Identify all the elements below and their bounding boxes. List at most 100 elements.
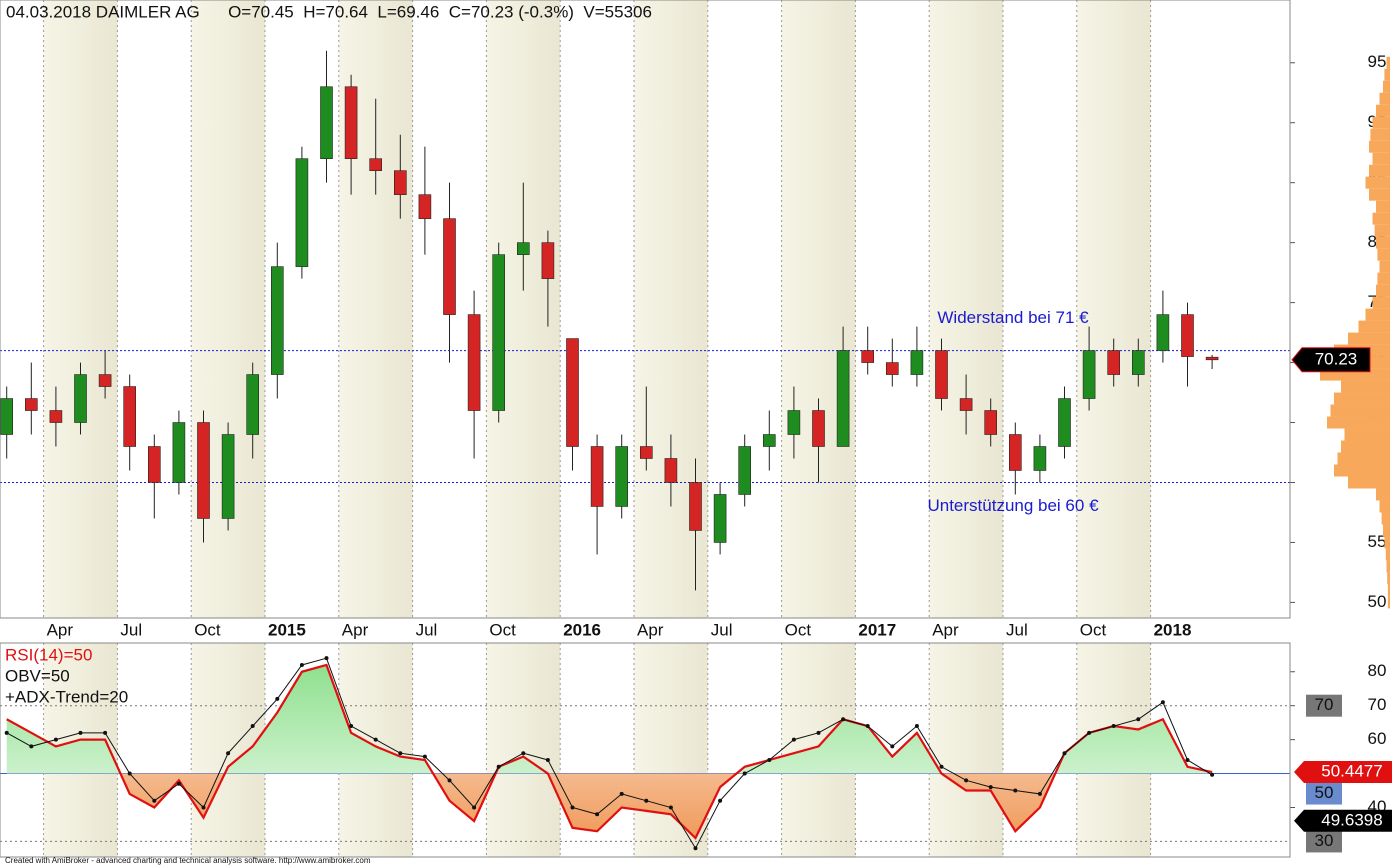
reference-box [1306,830,1342,853]
candle-body [221,434,235,519]
candle-body [959,398,973,411]
candle-body [566,338,579,447]
volume-profile-bar [1387,584,1390,597]
candle-body [664,458,678,483]
volume-profile-bar [1377,248,1390,261]
x-tick-label: Oct [785,620,812,639]
volume-profile-bar [1348,332,1390,345]
reference-label: 50 [1315,783,1334,802]
candle-body [910,350,924,375]
candle-body [270,266,284,375]
candle-body [541,242,555,279]
obv-dot [914,724,919,729]
volume-profile-bar [1379,500,1390,513]
candle-body [984,410,998,435]
candle-body [98,374,112,387]
volume-profile-bar [1384,68,1390,81]
obv-dot [865,724,870,729]
x-tick-label: Oct [489,620,516,639]
x-tick-label: Apr [932,620,959,639]
volume-profile-bar [1384,536,1390,549]
legend-note: +ADX-Trend=20 [5,687,128,706]
candle-body [885,362,899,375]
rsi-area-down [120,773,1056,839]
candle-body [689,482,702,531]
candle-body [24,398,38,411]
candle-body [836,350,850,447]
obv-dot [201,805,206,810]
volume-profile-bar [1369,188,1390,201]
obv-dot [349,724,354,729]
obv-dot [1160,700,1165,705]
obv-dot [496,764,501,769]
reference-box [1306,694,1342,717]
x-tick-label: Oct [1080,620,1107,639]
volume-profile-bar [1379,92,1390,105]
candle-body [492,254,506,411]
candle-body [443,218,456,315]
obv-dot [250,724,255,729]
candle-body [246,374,259,435]
obv-dot [447,778,452,783]
obv-dot [890,744,895,749]
candle-body [172,422,186,483]
obv-dot [521,751,526,756]
candle-body [123,386,136,447]
obv-dot [570,805,575,810]
price-frame [0,0,1291,619]
candle-body [0,398,13,435]
level-label: Unterstützung bei 60 € [927,496,1099,515]
candle-body [590,446,604,507]
reference-label: 30 [1315,831,1334,850]
candle-body [762,434,776,447]
x-tick-label: Jul [1006,620,1028,639]
volume-profile-bar [1372,212,1390,225]
quarter-band [781,0,856,618]
obv-dot [275,696,280,701]
obv-dot [398,751,403,756]
candle-body [1205,356,1219,361]
obv-dot [422,754,427,759]
last-value-box [1294,809,1392,832]
obv-dot [1136,717,1141,722]
x-tick-label: 2015 [268,620,306,639]
obv-dot [226,751,231,756]
volume-profile-bar [1372,116,1390,129]
obv-dot [791,737,796,742]
legend-entry: OBV=50 [5,666,70,685]
footer: Created with AmiBroker - advanced charti… [5,856,371,865]
obv-dot [1087,730,1092,735]
candle-body [1107,350,1120,375]
candle-body [74,374,87,423]
x-tick-label: Apr [342,620,369,639]
quarter-band [43,0,118,618]
y-tick-label: 55 [1368,532,1387,551]
volume-profile-bar [1327,416,1390,429]
candle-body [197,422,210,519]
y-tick-label: 95 [1368,52,1387,71]
candle-body [1008,434,1022,471]
candle-body [1082,350,1096,399]
obv-dot [373,737,378,742]
obv-dot [29,744,34,749]
candle-body [516,242,530,255]
obv-dot [1185,757,1190,762]
candle-body [639,446,653,459]
indicator-frame [0,642,1291,858]
reference-box [1306,782,1342,805]
volume-profile-bar [1348,476,1390,489]
volume-profile-bar [1337,452,1390,465]
volume-profile-bar [1376,236,1390,249]
obv-dot [718,798,723,803]
x-tick-label: Oct [194,620,221,639]
volume-profile-bar [1377,272,1390,285]
y-tick-label: 80 [1368,661,1387,680]
last-value-label: 50.4477 [1321,762,1382,781]
volume-profile-bar [1365,176,1390,189]
candle-body [1058,398,1071,447]
obv-dot [742,771,747,776]
rsi-area-up [6,664,1213,774]
candle-body [1156,314,1170,351]
volume-profile-bar [1383,524,1390,537]
obv-dot [1062,751,1067,756]
